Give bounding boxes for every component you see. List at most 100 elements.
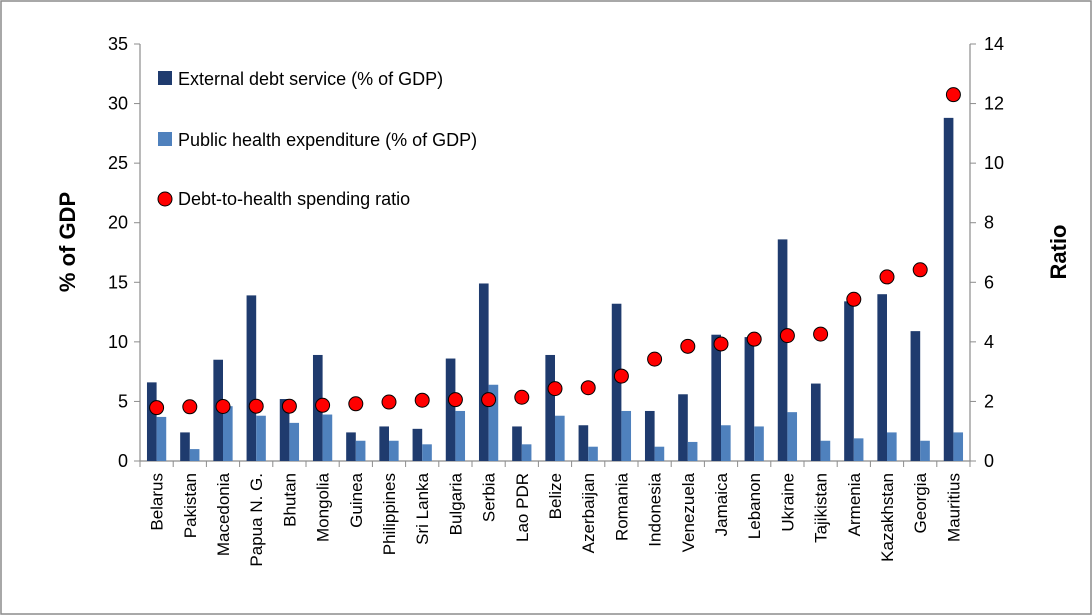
- bar-health-expenditure: [389, 440, 399, 461]
- y-tick-label: 5: [118, 391, 128, 411]
- bar-external-debt: [777, 239, 788, 461]
- x-category-label: Serbia: [480, 472, 499, 522]
- bar-external-debt: [644, 410, 655, 461]
- bar-external-debt: [678, 394, 688, 461]
- point-ratio: [713, 336, 729, 352]
- y2-tick-label: 6: [984, 272, 994, 292]
- y2-tick-label: 10: [984, 153, 1004, 173]
- bar-external-debt: [611, 303, 622, 461]
- bar-health-expenditure: [189, 449, 200, 461]
- x-category-label: Bulgaria: [446, 472, 465, 535]
- x-category-label: Azerbaijan: [579, 473, 598, 553]
- y2-tick-label: 2: [984, 391, 994, 411]
- legend-label-ratio: Debt-to-health spending ratio: [178, 189, 410, 209]
- point-ratio: [613, 368, 629, 384]
- legend-swatch-debt: [158, 71, 172, 85]
- y-tick-label: 30: [108, 94, 128, 114]
- bar-external-debt: [744, 337, 755, 461]
- bar-health-expenditure: [455, 410, 466, 461]
- legend-marker-ratio: [157, 191, 173, 207]
- x-category-label: Romania: [612, 472, 631, 541]
- point-ratio: [149, 400, 165, 416]
- point-ratio: [481, 392, 497, 408]
- x-category-label: Lao PDR: [513, 473, 532, 542]
- x-category-label: Lebanon: [745, 473, 764, 539]
- bar-external-debt: [279, 399, 290, 461]
- point-ratio: [580, 380, 596, 396]
- bar-external-debt: [711, 334, 721, 461]
- x-category-label: Macedonia: [214, 472, 233, 556]
- bar-external-debt: [180, 432, 190, 461]
- bar-external-debt: [412, 428, 423, 461]
- x-category-label: Armenia: [845, 472, 864, 536]
- bar-external-debt: [246, 295, 257, 461]
- bar-external-debt: [943, 117, 954, 462]
- bar-health-expenditure: [355, 440, 366, 461]
- y2-tick-label: 0: [984, 451, 994, 471]
- bar-health-expenditure: [787, 412, 798, 461]
- point-ratio: [281, 398, 297, 414]
- y2-tick-label: 14: [984, 34, 1004, 54]
- y-axis-title: % of GDP: [55, 192, 80, 292]
- x-category-label: Guinea: [347, 472, 366, 527]
- x-category-label: Philippines: [380, 473, 399, 555]
- bar-health-expenditure: [721, 425, 731, 461]
- bar-health-expenditure: [887, 432, 897, 461]
- bar-health-expenditure: [555, 415, 565, 461]
- x-category-label: Pakistan: [181, 473, 200, 538]
- point-ratio: [813, 326, 829, 342]
- bar-external-debt: [346, 432, 356, 461]
- y-tick-label: 0: [118, 451, 128, 471]
- x-category-label: Papua N. G.: [247, 473, 266, 567]
- x-category-label: Tajikistan: [812, 473, 831, 543]
- x-category-label: Bhutan: [280, 473, 299, 527]
- y2-axis-title: Ratio: [1046, 225, 1071, 280]
- point-ratio: [447, 392, 463, 408]
- bar-health-expenditure: [654, 446, 665, 461]
- point-ratio: [381, 394, 397, 410]
- bar-health-expenditure: [621, 410, 632, 461]
- bar-external-debt: [146, 382, 157, 461]
- bar-external-debt: [379, 426, 389, 461]
- x-category-label: Ukraine: [778, 473, 797, 532]
- point-ratio: [912, 262, 928, 278]
- point-ratio: [647, 351, 663, 367]
- x-category-label: Jamaica: [712, 472, 731, 536]
- point-ratio: [215, 398, 231, 414]
- y-tick-label: 35: [108, 34, 128, 54]
- plot-area: 0 5 10 15 20 25 30 35 0 2 4 6 8 10 12 14 Belarus Pakistan…: [108, 34, 1004, 567]
- bar-external-debt: [445, 358, 456, 461]
- point-ratio: [779, 328, 795, 344]
- bar-health-expenditure: [422, 444, 432, 461]
- x-category-label: Belarus: [148, 473, 167, 531]
- bar-health-expenditure: [488, 384, 499, 461]
- y-tick-label: 15: [108, 272, 128, 292]
- y-tick-label: 20: [108, 213, 128, 233]
- x-category-label: Indonesia: [646, 472, 665, 546]
- bar-health-expenditure: [687, 441, 698, 461]
- x-category-label: Georgia: [911, 472, 930, 533]
- bar-health-expenditure: [754, 426, 764, 461]
- bar-health-expenditure: [156, 416, 167, 461]
- bar-health-expenditure: [322, 414, 333, 461]
- bar-health-expenditure: [521, 444, 532, 461]
- bar-external-debt: [478, 283, 489, 461]
- bar-health-expenditure: [289, 422, 300, 461]
- bar-external-debt: [877, 294, 887, 461]
- y2-tick-label: 12: [984, 94, 1004, 114]
- x-category-label: Mauritius: [944, 473, 963, 542]
- y2-tick-label: 4: [984, 332, 994, 352]
- legend-swatch-health: [158, 132, 172, 146]
- x-category-label: Venezuela: [679, 472, 698, 552]
- legend-label-debt: External debt service (% of GDP): [178, 69, 443, 89]
- bar-health-expenditure: [953, 432, 964, 461]
- bar-external-debt: [844, 301, 854, 461]
- point-ratio: [746, 331, 762, 347]
- bar-health-expenditure: [820, 440, 831, 461]
- bar-external-debt: [910, 331, 921, 461]
- y-tick-label: 25: [108, 153, 128, 173]
- point-ratio: [182, 399, 198, 415]
- point-ratio: [348, 396, 364, 412]
- point-ratio: [680, 338, 696, 354]
- bar-health-expenditure: [256, 415, 266, 461]
